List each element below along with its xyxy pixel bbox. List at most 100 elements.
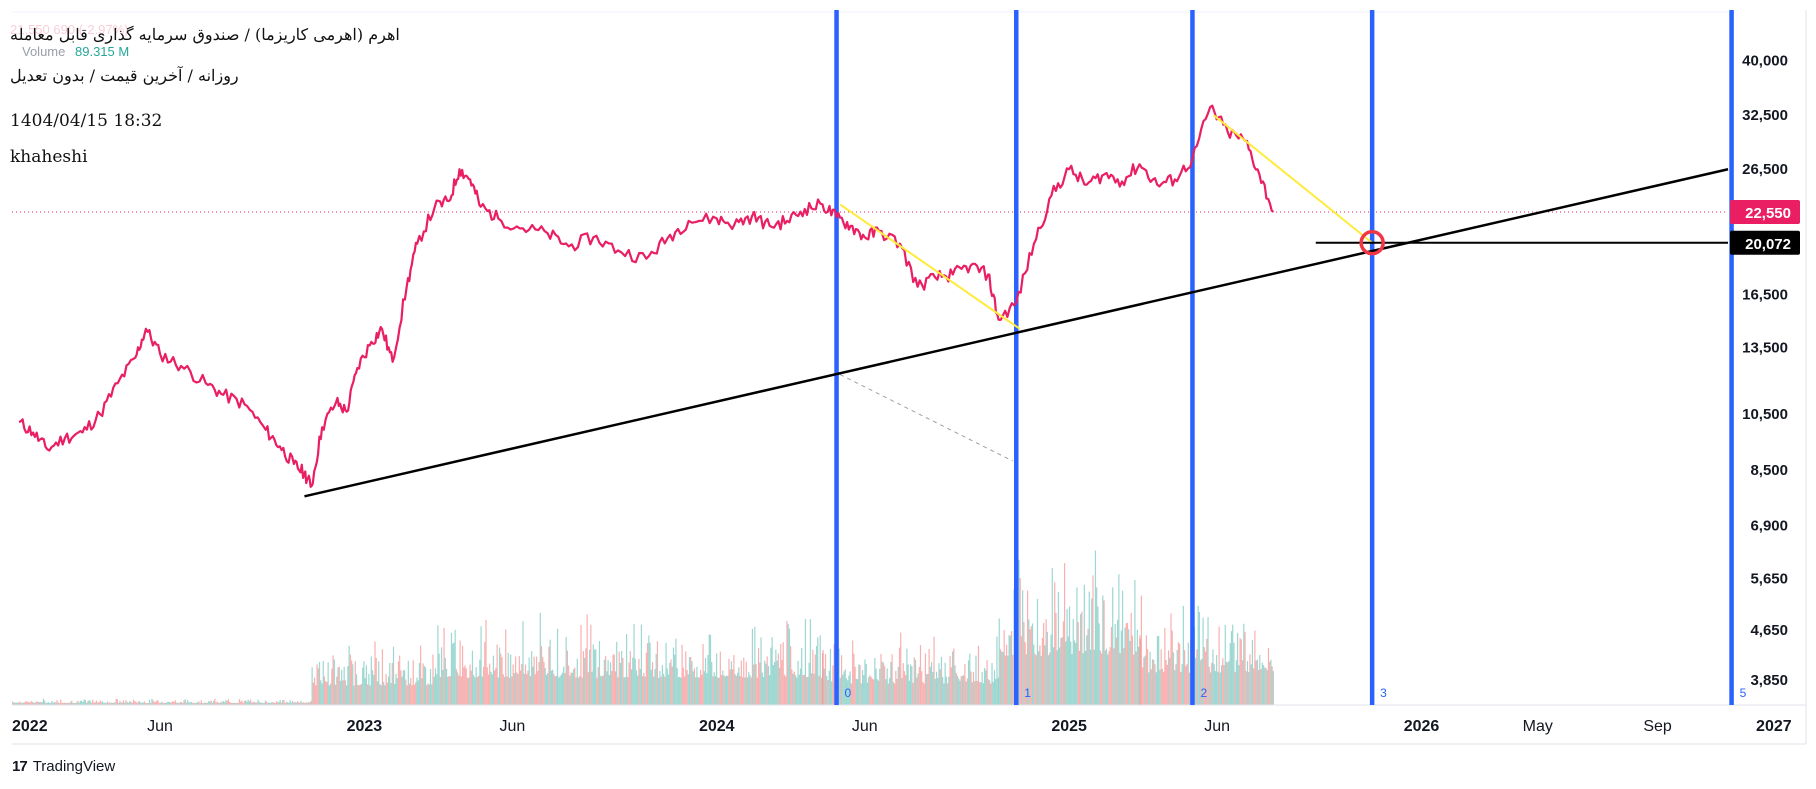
volume-bar [1054,582,1056,705]
volume-bar [608,675,610,705]
volume-bar [1118,574,1120,705]
yellow-fan-line-1[interactable] [839,203,1021,330]
volume-bar [1120,630,1122,705]
volume-bar [532,666,534,705]
volume-bar [1126,622,1129,705]
volume-bar [630,669,633,705]
target-circle[interactable] [1359,230,1385,256]
volume-bar [1065,641,1067,705]
volume-bar [582,651,585,705]
tradingview-brand[interactable]: 17 TradingView [12,758,115,775]
ohlc-readout: 21,550 690 (-2.97%) [10,22,129,37]
volume-bar [922,682,924,705]
volume-bar [1243,623,1245,705]
volume-bar [535,656,538,705]
volume-bar [15,702,17,705]
volume-bar [876,679,878,705]
volume-bar [294,702,296,705]
x-tick-label: 2027 [1756,718,1792,735]
author-name: khaheshi [10,147,88,167]
volume-bar [502,674,504,705]
volume-bar [1091,598,1093,705]
volume-bar [896,678,898,705]
volume-bar [1259,654,1261,705]
volume-bar [179,701,181,705]
volume-bar [1239,638,1241,705]
volume-bar [257,699,259,705]
volume-bar [892,681,894,705]
volume-bar [1110,627,1113,705]
volume-bar [381,649,384,705]
volume-bar [224,702,226,705]
volume-bar [375,658,377,705]
volume-bar [263,702,265,705]
volume-bar [1234,671,1236,705]
volume-bar [828,670,830,705]
volume-bar [605,656,607,705]
timestamp: 1404/04/15 18:32 [10,111,163,131]
volume-bar [591,671,593,705]
volume-bar [1150,669,1152,705]
y-axis[interactable]: 40,000 32,500 26,500 16,500 13,500 10,500 8,50… [1742,52,1788,689]
volume-bar [518,656,520,705]
volume-bar [723,675,725,705]
volume-bar [1040,655,1042,705]
volume-bar [696,666,698,705]
volume-bar [529,676,532,705]
volume-bar [727,675,729,705]
volume-bar [362,667,364,705]
volume-bar [444,657,446,705]
yellow-fan-line-2[interactable] [1212,114,1373,244]
volume-bar [1175,664,1177,705]
volume-bar [40,702,42,705]
volume-bar [396,678,398,705]
volume-bar [1222,658,1224,705]
x-axis[interactable]: 2022 Jun 2023 Jun 2024 Jun 2025 Jun 2026 May Sep 20… [12,718,1792,735]
volume-bar [1172,652,1175,705]
vertical-lines-layer: 0 1 2 3 5 [834,10,1747,705]
volume-bar [683,676,686,705]
volume-bar [251,702,253,705]
volume-bar [196,702,199,705]
volume-bar [829,648,832,705]
level-price-tag: 20,072 [1745,236,1791,253]
volume-bar [497,677,499,705]
volume-bar [60,699,62,705]
volume-bar [854,666,856,705]
volume-bar [443,627,445,705]
volume-bar [526,674,528,705]
volume-bar [392,646,395,705]
volume-bar [802,675,804,705]
volume-bar [270,702,273,705]
volume-bar [688,657,691,705]
volume-bar [534,674,536,705]
volume-bar [125,700,127,705]
volume-bar [1119,653,1121,705]
volume-bar [842,674,844,705]
volume-bar [322,661,324,705]
volume-bar [560,674,562,705]
volume-bar [576,658,578,705]
volume-bar [423,665,425,705]
dashed-projection-line[interactable] [839,374,1013,462]
volume-bar [1067,636,1069,705]
trendline[interactable] [304,168,1729,498]
volume-bar [1056,650,1058,705]
volume-bar [241,700,243,705]
brand-name: TradingView [32,758,116,775]
y-tick-label: 40,000 [1742,52,1788,69]
volume-bar [487,674,490,705]
volume-bar [575,677,577,705]
volume-bar [563,666,565,705]
volume-bar [199,703,201,705]
volume-bar [1009,635,1011,705]
volume-bar [949,656,951,705]
volume-bar [724,676,726,705]
volume-bar [1229,643,1231,705]
volume-bar [473,675,475,705]
volume-bar [1266,669,1268,705]
volume-bar [719,651,721,705]
volume-bar [108,702,110,705]
x-tick-label: 2025 [1051,718,1087,735]
